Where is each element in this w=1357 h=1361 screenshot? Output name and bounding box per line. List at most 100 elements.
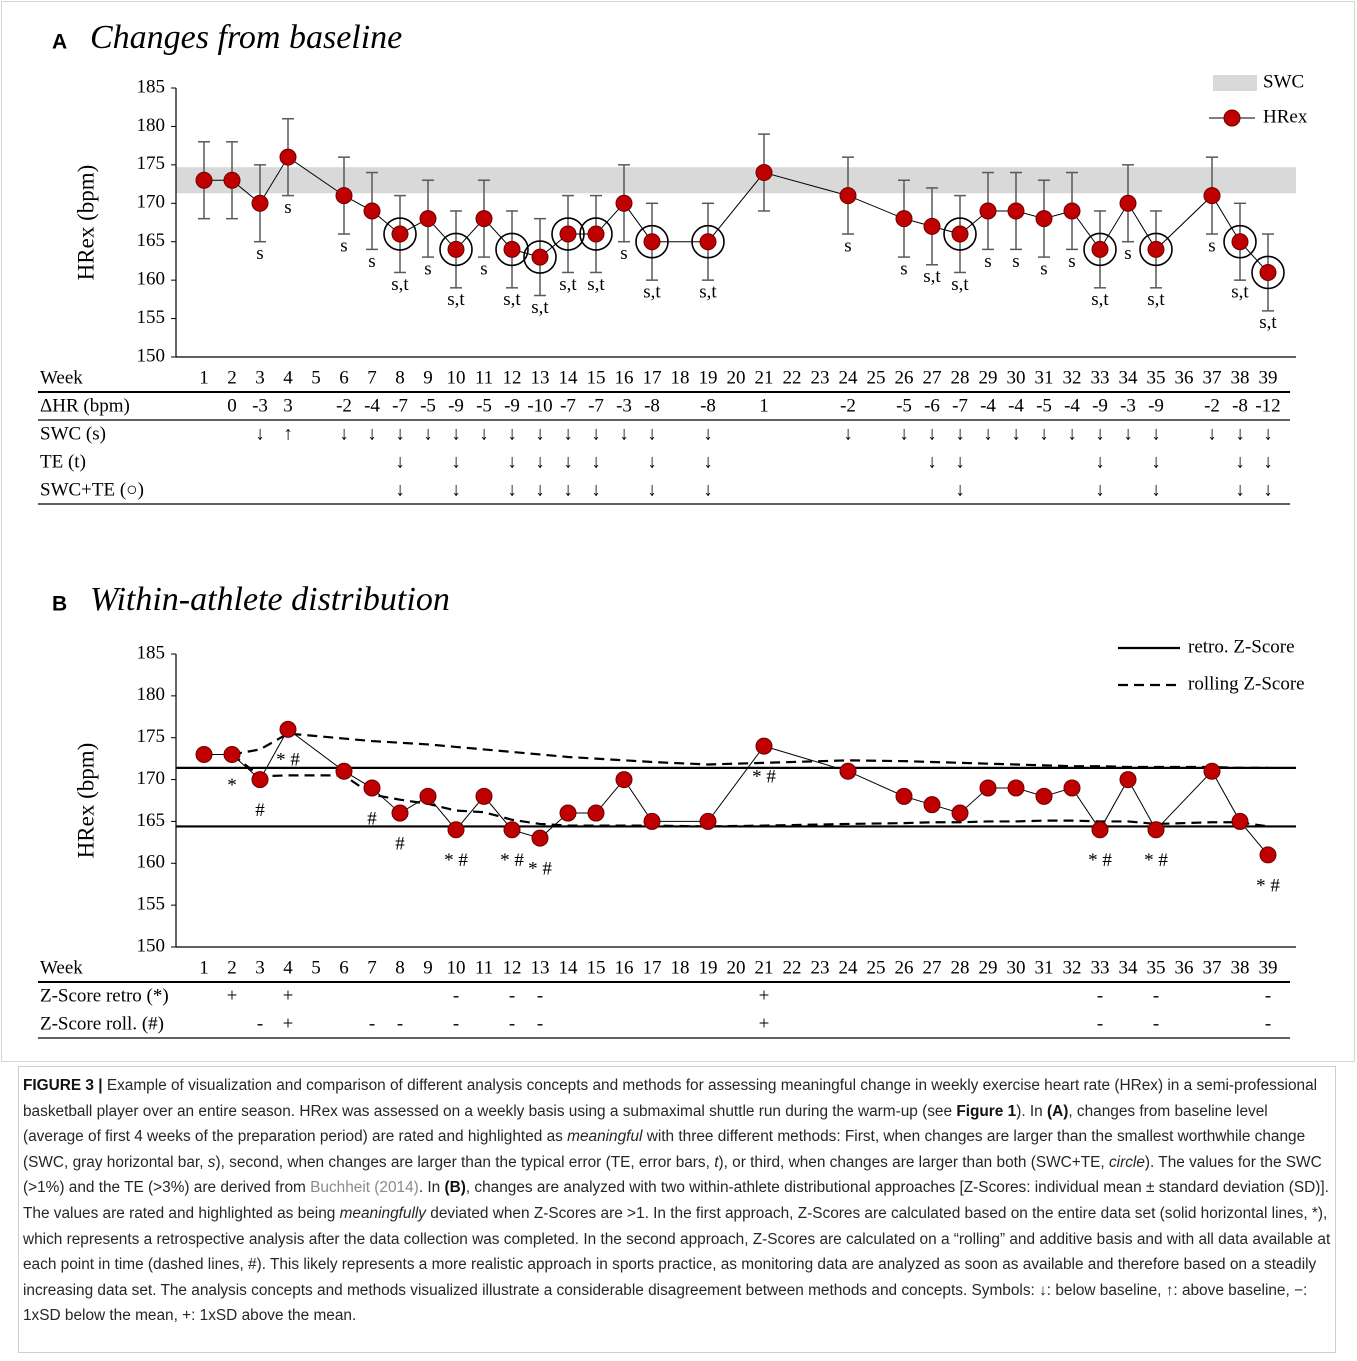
data-point bbox=[223, 171, 241, 189]
table-cell: ↓ bbox=[703, 451, 713, 472]
table-cell: -3 bbox=[616, 395, 632, 416]
rolling-line bbox=[231, 732, 1268, 769]
point-annotation: s bbox=[620, 243, 627, 264]
week-label: 15 bbox=[587, 957, 606, 978]
week-label: 32 bbox=[1063, 367, 1082, 388]
week-label: 21 bbox=[755, 367, 774, 388]
data-point bbox=[755, 737, 773, 755]
caption-text[interactable]: Buchheit (2014) bbox=[310, 1179, 419, 1197]
data-point bbox=[839, 762, 857, 780]
data-point bbox=[195, 171, 213, 189]
data-point bbox=[979, 202, 997, 220]
table-cell: ↓ bbox=[955, 423, 965, 444]
table-cell: ↓ bbox=[535, 479, 545, 500]
week-label: 37 bbox=[1203, 367, 1222, 388]
table-cell: ↓ bbox=[647, 451, 657, 472]
week-label: 13 bbox=[531, 367, 550, 388]
caption-text: t bbox=[714, 1153, 719, 1171]
point-annotation: s bbox=[1068, 251, 1075, 272]
week-label: 25 bbox=[867, 957, 886, 978]
week-label: 6 bbox=[339, 957, 349, 978]
point-annotation: s bbox=[1124, 243, 1131, 264]
week-label: 26 bbox=[895, 367, 914, 388]
caption-text: meaningful bbox=[567, 1128, 643, 1146]
y-tick-label: 155 bbox=[137, 894, 166, 915]
data-point bbox=[391, 804, 409, 822]
table-cell: -4 bbox=[364, 395, 380, 416]
point-annotation: s,t bbox=[923, 266, 941, 287]
point-annotation: * # bbox=[444, 850, 468, 871]
legend-label: rolling Z-Score bbox=[1188, 673, 1305, 694]
point-annotation: s bbox=[424, 258, 431, 279]
legend-label: HRex bbox=[1263, 106, 1308, 127]
y-tick-label: 180 bbox=[137, 684, 166, 705]
week-label: 38 bbox=[1231, 957, 1250, 978]
data-point bbox=[1007, 202, 1025, 220]
point-annotation: * # bbox=[528, 859, 552, 880]
week-label: 37 bbox=[1203, 957, 1222, 978]
week-label: 26 bbox=[895, 957, 914, 978]
data-point bbox=[335, 762, 353, 780]
table-cell: ↓ bbox=[1235, 479, 1245, 500]
table-cell: -9 bbox=[448, 395, 464, 416]
data-point bbox=[195, 745, 213, 763]
week-label: 25 bbox=[867, 367, 886, 388]
swc-te-highlight bbox=[495, 232, 529, 267]
panel-label: B bbox=[52, 593, 67, 616]
table-cell: -9 bbox=[1092, 395, 1108, 416]
table-cell: ↓ bbox=[563, 423, 573, 444]
data-point bbox=[1091, 821, 1109, 839]
table-cell: - bbox=[1153, 1013, 1159, 1034]
figure-frame bbox=[1, 1, 1355, 1062]
table-cell: ↓ bbox=[563, 451, 573, 472]
table-cell: ↓ bbox=[507, 479, 517, 500]
week-label: 18 bbox=[671, 957, 690, 978]
week-label: 24 bbox=[839, 957, 859, 978]
table-cell: ↑ bbox=[283, 423, 293, 444]
data-point bbox=[419, 787, 437, 805]
week-label: 17 bbox=[643, 367, 662, 388]
caption-text: with three different methods: First, whe… bbox=[23, 1128, 1306, 1171]
caption-text: ). In bbox=[1016, 1102, 1047, 1120]
data-point bbox=[895, 210, 913, 228]
week-label: 2 bbox=[227, 957, 237, 978]
data-point bbox=[587, 804, 605, 822]
legend-label: SWC bbox=[1263, 71, 1304, 92]
y-axis-label: HRex (bpm) bbox=[73, 743, 98, 859]
table-cell: - bbox=[537, 985, 543, 1006]
y-tick-label: 170 bbox=[137, 192, 166, 213]
point-annotation: # bbox=[367, 808, 377, 829]
data-point bbox=[279, 148, 297, 166]
table-cell: -3 bbox=[252, 395, 268, 416]
table-cell: ↓ bbox=[591, 423, 601, 444]
table-header-label: Week bbox=[40, 367, 83, 388]
y-tick-label: 170 bbox=[137, 768, 166, 789]
table-cell: ↓ bbox=[955, 451, 965, 472]
swc-band bbox=[176, 167, 1296, 194]
caption-text: ). The values for the SWC (>1%) and the … bbox=[23, 1153, 1322, 1197]
table-cell: -7 bbox=[392, 395, 408, 416]
data-point bbox=[699, 233, 717, 251]
week-label: 6 bbox=[339, 367, 349, 388]
table-cell: ↓ bbox=[255, 423, 265, 444]
swc-te-highlight bbox=[523, 240, 557, 274]
panel-label: A bbox=[52, 31, 67, 54]
data-point bbox=[923, 217, 941, 235]
data-point bbox=[363, 779, 381, 797]
week-label: 19 bbox=[699, 957, 718, 978]
point-annotation: s bbox=[900, 258, 907, 279]
point-annotation: s,t bbox=[447, 289, 465, 310]
caption-text: (B) bbox=[444, 1179, 466, 1197]
point-annotation: s,t bbox=[699, 282, 717, 303]
week-label: 13 bbox=[531, 957, 550, 978]
week-label: 4 bbox=[283, 957, 293, 978]
week-label: 19 bbox=[699, 367, 718, 388]
chart-title: Within-athlete distribution bbox=[90, 581, 450, 618]
table-cell: - bbox=[1265, 985, 1271, 1006]
week-label: 24 bbox=[839, 367, 859, 388]
table-cell: ↓ bbox=[1235, 451, 1245, 472]
data-point bbox=[475, 210, 493, 228]
point-annotation: s,t bbox=[391, 274, 409, 295]
table-cell: ↓ bbox=[451, 451, 461, 472]
